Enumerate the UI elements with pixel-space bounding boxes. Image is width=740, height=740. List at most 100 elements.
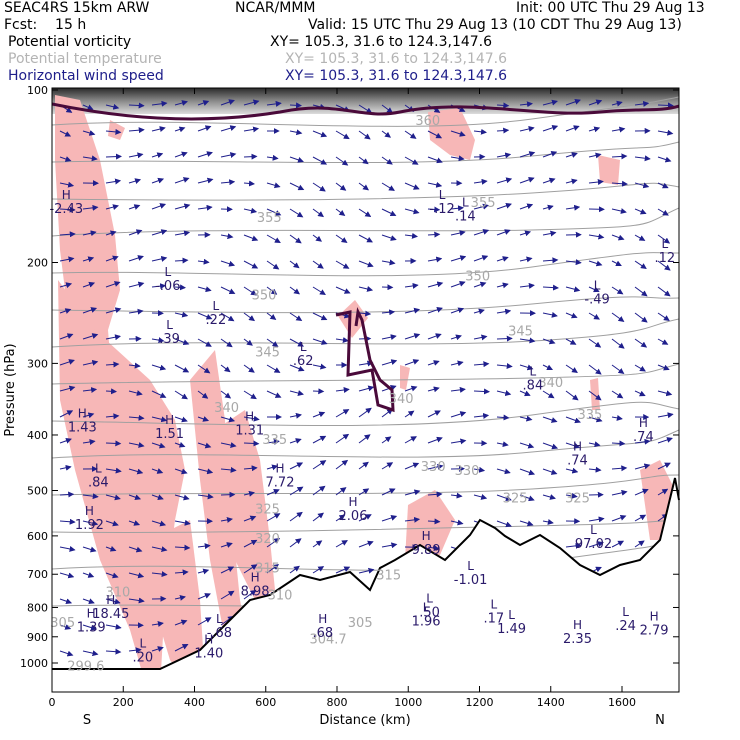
wind-vector: [450, 334, 462, 341]
wind-vector: [174, 177, 190, 184]
stratosphere-shading: [52, 88, 679, 114]
wind-vector: [542, 416, 558, 423]
wind-vector: [450, 205, 464, 212]
wind-vector: [634, 364, 646, 372]
wind-vector: [450, 130, 466, 137]
wind-vector: [565, 125, 580, 132]
wind-vector: [243, 260, 259, 269]
pv-extremum-marker: L: [426, 592, 433, 606]
field-label-pv: Potential vorticity: [8, 34, 132, 50]
wind-vector: [404, 208, 420, 215]
wind-vector: [496, 282, 509, 289]
pv-extremum-marker: H: [245, 410, 254, 424]
pv-extremum-value: 1.40: [194, 647, 223, 662]
wind-vector: [542, 311, 558, 318]
pv-closed-contour: [335, 307, 395, 413]
wind-vector: [450, 155, 465, 162]
wind-vector: [266, 312, 277, 321]
wind-vector: [496, 520, 512, 528]
wind-vector: [565, 152, 578, 158]
wind-vector: [335, 208, 346, 217]
pv-extremum-marker: L: [661, 237, 668, 251]
pv-extremum-marker: L: [300, 340, 307, 354]
pv-extremum-value: .24: [615, 619, 636, 634]
wind-vector: [588, 364, 602, 375]
wind-vector: [289, 234, 302, 244]
wind-vector: [634, 312, 648, 323]
wind-vector: [289, 156, 304, 163]
wind-vector: [174, 257, 189, 264]
wind-vector: [634, 182, 650, 189]
wind-vector: [197, 258, 210, 265]
wind-vector: [473, 281, 487, 288]
wind-vector: [381, 208, 397, 217]
wind-vector: [542, 204, 554, 211]
wind-vector: [588, 312, 600, 320]
wind-vector: [197, 177, 214, 184]
wind-vector: [427, 545, 440, 552]
wind-vector: [657, 208, 669, 216]
wind-vector: [151, 494, 164, 501]
wind-vector: [358, 488, 370, 496]
wind-vector: [588, 152, 602, 159]
wind-vector: [496, 414, 510, 421]
wind-vector: [427, 333, 442, 340]
wind-vector: [289, 412, 302, 419]
wind-vector: [128, 494, 142, 501]
wind-vector: [657, 488, 669, 496]
wind-vector: [657, 312, 670, 321]
pv-extremum-value: .84: [88, 475, 109, 490]
wind-vector: [128, 178, 142, 185]
wind-vector: [634, 286, 648, 297]
wind-vector: [243, 234, 259, 242]
wind-vector: [519, 468, 536, 476]
wind-vector: [427, 436, 443, 444]
wind-vector: [197, 617, 212, 626]
pv-extremum-marker: H: [85, 504, 94, 518]
wind-vector: [496, 363, 513, 369]
pv-extremum-marker: H: [573, 440, 582, 454]
wind-vector: [657, 286, 671, 297]
y-tick-label: 300: [27, 357, 48, 370]
wind-vector: [220, 286, 236, 294]
theta-label: 304.7: [309, 633, 346, 648]
wind-vector: [657, 462, 671, 470]
wind-vector: [427, 281, 444, 288]
wind-vector: [450, 438, 467, 445]
wind-vector: [105, 153, 122, 160]
wind-vector: [450, 230, 466, 237]
wind-vector: [197, 493, 214, 500]
wind-vector: [151, 520, 167, 527]
wind-vector: [565, 492, 578, 499]
wind-vector: [59, 333, 74, 340]
pv-shaded-region-9: [400, 365, 410, 390]
pv-shaded-region-3: [215, 410, 275, 600]
wind-vector: [105, 494, 121, 501]
wind-vector: [381, 488, 396, 496]
theta-label: 355: [257, 211, 282, 226]
wind-vector: [358, 286, 374, 292]
wind-vector: [611, 414, 623, 421]
wind-vector: [128, 520, 141, 526]
wind-vector: [358, 407, 372, 418]
pv-extremum-marker: L: [166, 318, 173, 332]
wind-vector: [496, 441, 509, 448]
pv-extremum-marker: L: [213, 299, 220, 313]
pv-extremum-marker: H: [318, 612, 327, 626]
pv-extremum-value: 97.02: [575, 537, 612, 552]
wind-vector: [105, 623, 122, 630]
wind-vector: [473, 361, 490, 368]
pv-extremum-value: 1.43: [68, 421, 97, 436]
wind-vector: [220, 338, 233, 348]
wind-vector: [59, 282, 73, 289]
wind-vector: [266, 182, 281, 189]
wind-vector: [128, 281, 145, 288]
y-tick-label: 1000: [20, 657, 48, 670]
wind-vector: [496, 256, 509, 262]
theta-label: 350: [465, 270, 490, 285]
wind-vector: [335, 409, 350, 418]
wind-vector: [59, 231, 76, 238]
field-label-wind: Horizontal wind speed: [8, 68, 164, 84]
wind-vector: [519, 390, 531, 397]
wind-vector: [565, 364, 578, 373]
